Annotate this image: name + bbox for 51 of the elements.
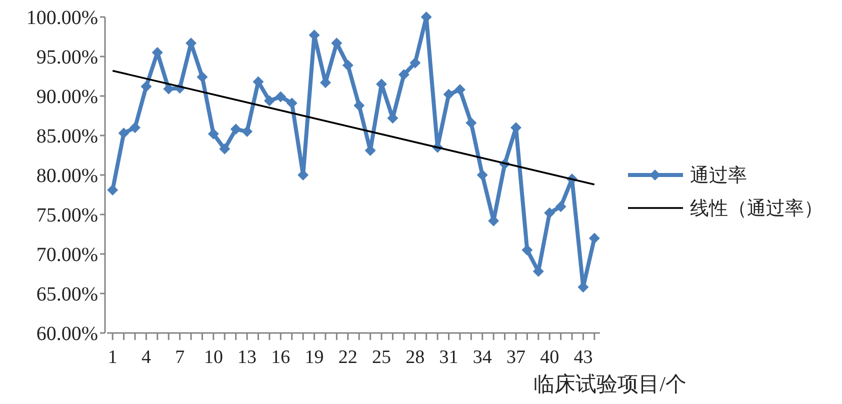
x-tick-label: 31 <box>439 347 458 368</box>
x-tick-label: 10 <box>204 347 223 368</box>
point <box>544 207 556 218</box>
y-tick-label: 60.00% <box>36 323 98 345</box>
x-tick-label: 1 <box>108 347 118 368</box>
x-tick-label: 25 <box>372 347 392 368</box>
point <box>342 60 354 71</box>
y-tick-label: 75.00% <box>36 204 98 226</box>
y-tick-label: 95.00% <box>36 46 98 68</box>
x-tick-label: 22 <box>338 347 358 368</box>
point <box>118 128 130 139</box>
point <box>130 122 141 134</box>
y-tick-label: 65.00% <box>36 284 98 306</box>
point <box>196 72 208 83</box>
x-tick-label: 28 <box>406 347 425 368</box>
point <box>208 128 219 140</box>
x-tick-label: 7 <box>175 347 185 368</box>
y-tick-label: 70.00% <box>36 244 98 266</box>
x-tick-label: 4 <box>141 347 152 368</box>
point <box>443 88 454 100</box>
y-tick-label: 80.00% <box>36 165 98 187</box>
x-tick-label: 16 <box>271 347 290 368</box>
point <box>107 184 118 196</box>
point <box>264 95 275 106</box>
y-tick-label: 85.00% <box>36 126 98 148</box>
legend-label: 通过率 <box>690 164 747 187</box>
legend-label: 线性（通过率） <box>690 198 823 220</box>
point <box>219 143 230 154</box>
x-tick-label: 40 <box>540 347 560 368</box>
point <box>230 124 242 135</box>
point <box>140 81 152 92</box>
point <box>398 69 410 80</box>
point <box>522 244 533 256</box>
x-tick-label: 19 <box>304 347 324 368</box>
point <box>286 98 298 109</box>
y-tick-label: 90.00% <box>36 86 98 108</box>
point <box>466 117 477 128</box>
x-tick-label: 13 <box>238 347 257 368</box>
point <box>275 91 286 102</box>
x-tick-label: 37 <box>506 347 526 368</box>
point <box>242 126 253 138</box>
point <box>476 170 488 180</box>
point <box>588 232 600 244</box>
point <box>555 201 566 212</box>
y-tick-label: 100.00% <box>26 7 98 29</box>
point <box>410 57 421 68</box>
point <box>454 84 466 96</box>
x-tick-label: 34 <box>472 347 492 368</box>
point <box>354 100 365 111</box>
x-axis-title: 临床试验项目/个 <box>534 372 686 396</box>
x-tick-label: 43 <box>574 347 593 368</box>
